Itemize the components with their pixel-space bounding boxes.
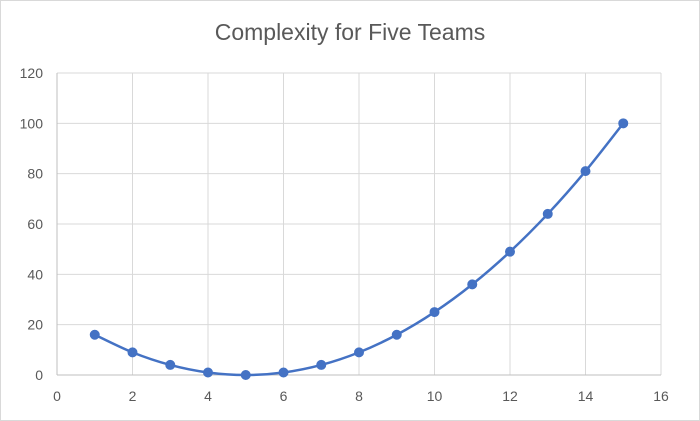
data-point: [240, 370, 251, 380]
data-point: [165, 359, 176, 370]
data-point: [505, 246, 515, 257]
chart-title: Complexity for Five Teams: [214, 19, 486, 45]
data-point: [618, 118, 629, 129]
x-tick-label: 12: [502, 388, 518, 404]
data-point: [542, 208, 553, 219]
y-tick-label: 100: [20, 115, 44, 131]
data-point: [354, 347, 364, 358]
y-tick-label: 20: [27, 317, 43, 333]
data-point: [467, 279, 478, 290]
y-tick-label: 0: [35, 367, 43, 383]
data-point: [429, 307, 440, 318]
x-tick-label: 0: [53, 388, 61, 404]
x-tick-label: 2: [129, 388, 137, 404]
y-tick-label: 80: [27, 166, 43, 182]
data-point: [203, 367, 213, 378]
x-tick-label: 16: [653, 388, 669, 404]
data-point: [316, 359, 327, 370]
data-point: [391, 329, 402, 340]
data-point: [127, 347, 138, 358]
data-point: [580, 166, 591, 177]
x-tick-label: 6: [280, 388, 288, 404]
x-tick-label: 10: [427, 388, 443, 404]
data-point: [278, 367, 289, 378]
x-tick-label: 8: [355, 388, 363, 404]
y-tick-label: 120: [20, 65, 44, 81]
data-point: [89, 329, 100, 340]
y-tick-label: 40: [27, 266, 43, 282]
x-tick-label: 4: [204, 388, 212, 404]
y-tick-label: 60: [27, 216, 43, 232]
x-tick-label: 14: [578, 388, 594, 404]
